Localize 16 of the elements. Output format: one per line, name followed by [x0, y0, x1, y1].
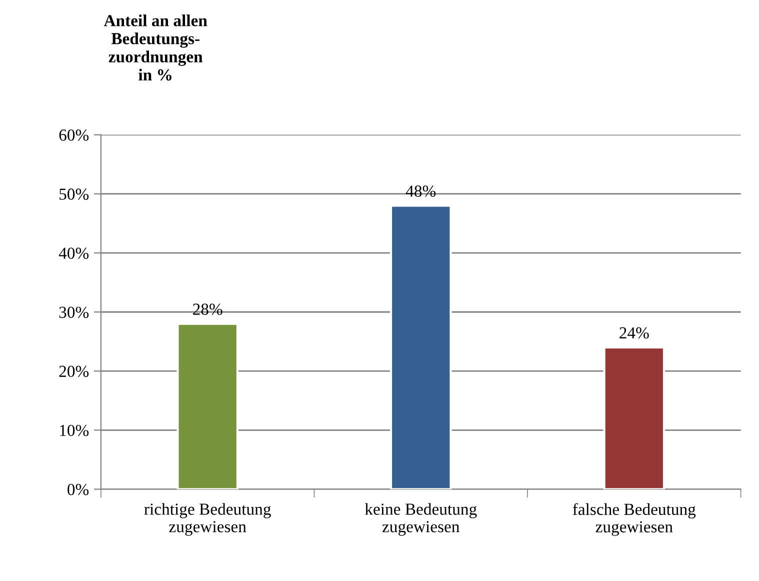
y-tick-label: 60%	[59, 129, 89, 141]
x-tick-label: richtige Bedeutung zugewiesen	[144, 503, 271, 536]
data-label: 28%	[193, 304, 222, 315]
x-tick-label: keine Bedeutung zugewiesen	[364, 503, 477, 536]
y-tick-label: 10%	[60, 424, 89, 436]
bar	[176, 322, 238, 490]
y-tick-label: 30%	[59, 306, 89, 318]
bar	[390, 204, 452, 490]
y-tick-label: 40%	[58, 248, 89, 259]
y-tick-label: 20%	[59, 366, 89, 378]
data-label: 48%	[406, 185, 436, 197]
data-label: 24%	[620, 327, 649, 339]
y-tick-label: 50%	[60, 188, 89, 200]
y-axis-title: Anteil an allen Bedeutungs- zuordnungen in %	[104, 14, 208, 81]
x-tick-label: falsche Bedeutung zugewiesen	[572, 503, 696, 536]
y-tick-label: 0%	[68, 484, 89, 496]
